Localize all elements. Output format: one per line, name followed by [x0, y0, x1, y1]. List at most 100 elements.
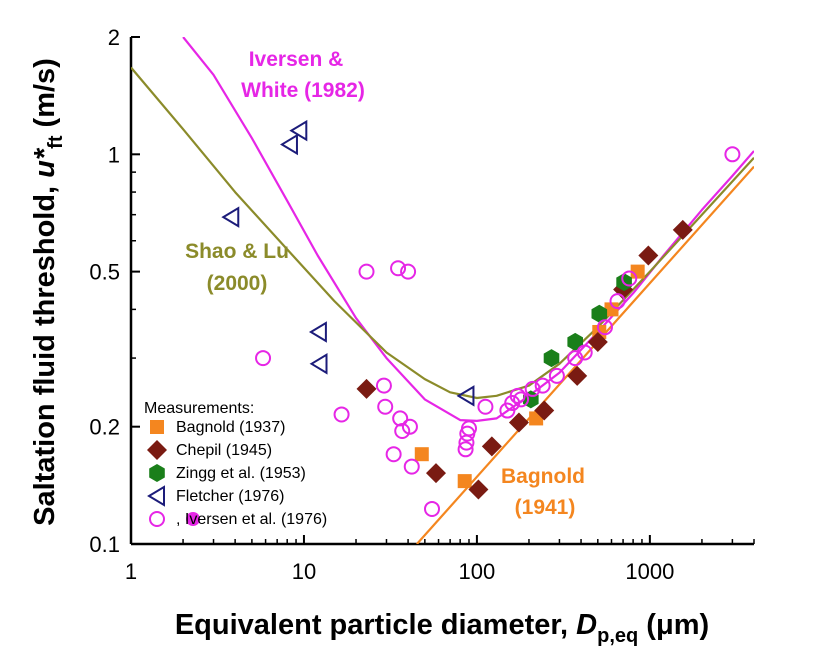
- annotation-bagnold-line1: Bagnold: [501, 465, 585, 488]
- legend-title: Measurements:: [144, 400, 254, 417]
- point-iversen-et-al-1976: [513, 391, 530, 408]
- point-iversen-et-al-1976: [333, 406, 350, 423]
- x-axis-title-var: D: [576, 609, 597, 641]
- legend-item-chepil-1945: Chepil (1945): [147, 440, 272, 460]
- measurement-points: [221, 119, 741, 517]
- point-iversen-et-al-1976: [358, 263, 375, 280]
- x-axis-title-main: Equivalent particle diameter,: [175, 609, 576, 641]
- curve-shao-lu-2000: [131, 66, 754, 400]
- y-axis-title: Saltation fluid threshold, u*ft (m/s): [29, 58, 67, 526]
- y-axis-ticks: 0.1 0.2 0.5 1 2: [89, 25, 140, 557]
- point-zingg-et-al-1953: [591, 304, 608, 323]
- point-iversen-et-al-1976: [390, 260, 407, 277]
- legend-item-iversen-et-al-1976-marker-filled: [186, 512, 200, 526]
- x-axis-title-unit: (μm): [638, 609, 709, 641]
- legend-item-fletcher-1976-label: Fletcher (1976): [176, 488, 285, 505]
- x-tick-label: 100: [459, 559, 496, 584]
- point-iversen-et-al-1976: [457, 441, 474, 458]
- legend-item-fletcher-1976: Fletcher (1976): [147, 485, 285, 507]
- annotation-shao-lu-line2: (2000): [207, 272, 268, 295]
- y-tick-label: 0.5: [89, 260, 120, 285]
- point-iversen-et-al-1976: [509, 387, 526, 404]
- legend-item-zingg-et-al-1953-marker: [149, 464, 165, 482]
- point-iversen-et-al-1976: [596, 319, 613, 336]
- point-chepil-1945: [638, 245, 659, 266]
- point-chepil-1945: [534, 400, 555, 421]
- point-iversen-et-al-1976: [375, 377, 392, 394]
- x-axis-title-sub: p,eq: [597, 625, 638, 647]
- y-axis-title-var: u*: [29, 147, 61, 178]
- point-iversen-et-al-1976: [400, 263, 417, 280]
- point-iversen-et-al-1976: [524, 380, 541, 397]
- legend-item-bagnold-1937-marker: [150, 420, 164, 434]
- annotation-bagnold-1941: Bagnold (1941): [501, 465, 585, 519]
- point-iversen-et-al-1976: [477, 398, 494, 415]
- point-iversen-et-al-1976: [576, 344, 593, 361]
- point-chepil-1945: [425, 463, 446, 484]
- point-iversen-et-al-1976: [424, 500, 441, 517]
- legend: Measurements: Bagnold (1937) Chepil (1945…: [144, 400, 327, 528]
- point-iversen-et-al-1976: [460, 420, 477, 437]
- curve-bagnold-1941: [416, 165, 754, 544]
- point-fletcher-1976: [456, 385, 475, 407]
- point-iversen-et-al-1976: [534, 377, 551, 394]
- legend-item-zingg-et-al-1953-label: Zingg et al. (1953): [176, 465, 306, 482]
- point-iversen-et-al-1976: [394, 422, 411, 439]
- point-chepil-1945: [508, 412, 529, 433]
- annotation-shao-lu-line1: Shao & Lu: [185, 240, 289, 263]
- legend-item-iversen-et-al-1976-marker: [149, 511, 165, 527]
- point-bagnold-1937: [604, 302, 619, 317]
- annotation-shao-lu: Shao & Lu (2000): [185, 240, 289, 295]
- point-iversen-et-al-1976: [401, 418, 418, 435]
- y-axis-title-sub: ft: [45, 135, 67, 149]
- y-tick-label: 0.1: [89, 532, 120, 557]
- point-iversen-et-al-1976: [385, 446, 402, 463]
- point-chepil-1945: [672, 219, 693, 240]
- legend-item-zingg-et-al-1953: Zingg et al. (1953): [149, 464, 306, 482]
- y-tick-label: 1: [108, 142, 120, 167]
- annotation-iversen-white: Iversen & White (1982): [241, 48, 365, 102]
- point-fletcher-1976: [289, 119, 308, 142]
- point-bagnold-1937: [414, 447, 429, 462]
- x-axis-title: Equivalent particle diameter, Dp,eq (μm): [175, 609, 709, 647]
- point-zingg-et-al-1953: [567, 332, 583, 351]
- legend-item-bagnold-1937: Bagnold (1937): [150, 419, 285, 436]
- y-axis-title-main: Saltation fluid threshold,: [29, 178, 61, 526]
- point-fletcher-1976: [221, 206, 240, 228]
- y-tick-label: 0.2: [89, 415, 120, 440]
- legend-item-fletcher-1976-marker: [147, 485, 165, 507]
- point-iversen-et-al-1976: [724, 146, 741, 163]
- legend-item-chepil-1945-label: Chepil (1945): [176, 442, 272, 459]
- point-fletcher-1976: [280, 133, 298, 156]
- x-tick-label: 10: [292, 559, 316, 584]
- annotation-bagnold-line2: (1941): [515, 496, 576, 519]
- point-iversen-et-al-1976: [403, 458, 420, 475]
- y-tick-label: 2: [108, 25, 120, 50]
- point-iversen-et-al-1976: [255, 350, 272, 367]
- x-axis-ticks: 1 10 100 1000: [125, 535, 755, 584]
- point-iversen-et-al-1976: [377, 398, 394, 415]
- legend-item-iversen-et-al-1976: , Iversen et al. (1976): [149, 511, 327, 528]
- point-chepil-1945: [468, 479, 489, 500]
- point-chepil-1945: [567, 365, 588, 386]
- point-iversen-et-al-1976: [609, 293, 626, 310]
- point-zingg-et-al-1953: [543, 349, 560, 368]
- y-axis-title-unit: (m/s): [29, 58, 61, 135]
- annotation-iversen-white-line2: White (1982): [241, 79, 365, 102]
- point-chepil-1945: [587, 331, 608, 352]
- point-fletcher-1976: [308, 321, 327, 343]
- annotation-iversen-white-line1: Iversen &: [249, 48, 344, 71]
- legend-item-iversen-et-al-1976-label: , Iversen et al. (1976): [176, 511, 327, 528]
- x-tick-label: 1000: [625, 559, 674, 584]
- x-tick-label: 1: [125, 559, 137, 584]
- point-iversen-et-al-1976: [392, 410, 409, 427]
- point-chepil-1945: [481, 436, 502, 457]
- point-iversen-et-al-1976: [548, 367, 565, 384]
- point-iversen-et-al-1976: [621, 270, 638, 287]
- legend-item-chepil-1945-marker: [147, 440, 167, 460]
- point-bagnold-1937: [630, 264, 645, 279]
- point-fletcher-1976: [309, 353, 328, 375]
- legend-item-bagnold-1937-label: Bagnold (1937): [176, 419, 285, 436]
- point-chepil-1945: [356, 378, 377, 399]
